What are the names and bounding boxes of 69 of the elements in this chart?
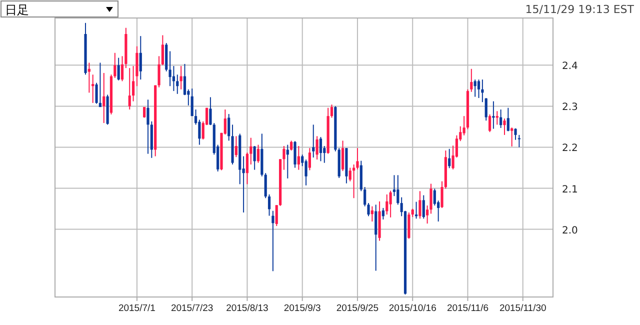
candlestick — [484, 98, 488, 122]
candlestick — [408, 212, 410, 240]
candlestick — [370, 206, 374, 222]
candlestick — [448, 148, 451, 169]
y-tick-label: 2.4 — [562, 61, 578, 72]
candlestick — [98, 62, 102, 108]
candlestick — [256, 144, 260, 164]
x-tick-label: 2015/8/13 — [226, 303, 268, 314]
text: 15/11/29 19:13 EST — [525, 3, 634, 16]
x-tick-label: 2015/10/16 — [388, 303, 436, 314]
candlestick — [290, 140, 293, 152]
candlestick — [470, 68, 473, 92]
candlestick — [312, 124, 315, 158]
candlestick — [506, 107, 510, 132]
candlestick — [234, 136, 238, 158]
y-tick-label: 2.2 — [562, 143, 578, 154]
candlestick — [183, 63, 186, 96]
candlestick — [92, 74, 94, 104]
candlestick — [297, 146, 300, 170]
candlestick — [128, 68, 131, 110]
candlestick — [418, 190, 422, 220]
candlestick — [114, 52, 116, 78]
candlestick — [514, 128, 517, 140]
candlestick — [433, 188, 436, 206]
candlestick — [503, 118, 506, 136]
candlestick — [386, 194, 388, 216]
x-tick-label: 2015/11/30 — [499, 303, 546, 314]
candlestick — [286, 144, 289, 179]
y-tick-label: 2.3 — [562, 102, 578, 114]
candlestick — [139, 36, 142, 80]
candlestick — [500, 108, 502, 128]
x-tick-label: 2015/9/3 — [284, 303, 321, 314]
y-tick-label: 2.0 — [562, 225, 578, 236]
candlestick — [268, 194, 271, 216]
x-tick-label: 2015/7/1 — [118, 303, 156, 314]
y-tick-label: 2.1 — [562, 184, 578, 196]
candlestick — [474, 79, 476, 98]
candlestick — [275, 204, 278, 227]
candlestick — [146, 99, 150, 154]
candlestick — [282, 146, 286, 170]
x-tick-label: 2015/11/6 — [446, 303, 489, 314]
candlestick — [396, 174, 400, 206]
candlestick — [102, 72, 106, 124]
candlestick — [253, 146, 256, 170]
candlestick — [272, 210, 274, 272]
candlestick — [308, 148, 311, 171]
candlestick — [374, 204, 378, 272]
candlestick — [264, 172, 267, 199]
candlestick — [510, 127, 514, 147]
candlestick — [246, 152, 249, 185]
candlestick — [348, 167, 352, 182]
x-tick-label: 2015/9/25 — [336, 303, 379, 314]
candlestick — [190, 88, 194, 117]
candlestick — [488, 114, 492, 133]
candlestick — [477, 79, 480, 99]
candlestick — [117, 57, 120, 81]
candlestick — [316, 136, 318, 160]
candlestick — [250, 137, 252, 165]
candlestick — [492, 100, 495, 130]
candlestick — [422, 194, 425, 220]
candlestick — [319, 136, 322, 162]
candlestick — [389, 190, 392, 218]
candlestick — [294, 140, 296, 168]
text: 日足 — [5, 3, 29, 17]
candlestick — [382, 207, 384, 220]
candlestick — [518, 134, 520, 148]
x-tick-label: 2015/7/23 — [170, 303, 214, 314]
candlestick — [176, 74, 179, 94]
candlestick — [341, 140, 344, 172]
